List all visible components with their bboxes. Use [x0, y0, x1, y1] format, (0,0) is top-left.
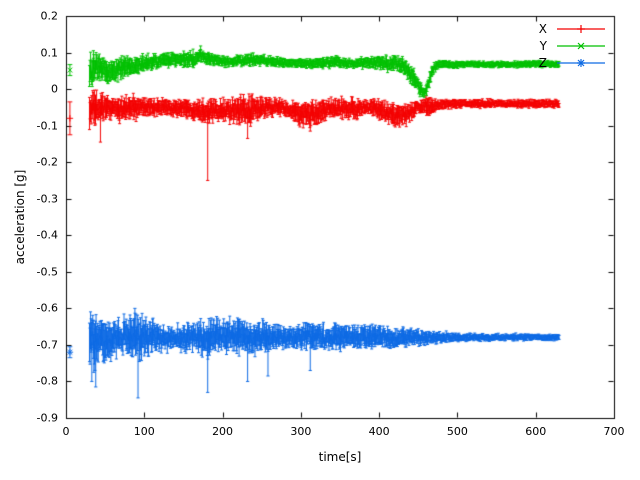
x-tick-label: 0: [62, 425, 70, 438]
legend-label: Y: [539, 39, 547, 53]
y-tick-label: -0.8: [36, 374, 58, 388]
x-tick-label: 700: [603, 425, 625, 438]
legend-label: Z: [538, 56, 547, 70]
legend-entry-z: Z: [539, 56, 606, 70]
legend-sample-star-icon: [557, 59, 605, 67]
y-tick-label: 0: [51, 82, 58, 96]
legend-sample-cross-icon: [557, 42, 605, 50]
legend-sample-plus-icon: [557, 25, 605, 33]
legend-entry-y: Y: [540, 39, 606, 53]
y-tick-label: -0.7: [36, 338, 58, 352]
y-axis-title: acceleration [g]: [13, 169, 27, 265]
y-tick-label: -0.2: [36, 155, 58, 169]
y-tick-label: -0.5: [36, 265, 58, 279]
x-tick-label: 200: [212, 425, 234, 438]
x-axis-title: time[s]: [318, 450, 362, 464]
x-tick-label: 300: [290, 425, 312, 438]
y-tick-label: -0.3: [36, 192, 58, 206]
y-tick-label: -0.1: [36, 119, 58, 133]
x-tick-label: 600: [525, 425, 547, 438]
x-tick-label: 100: [133, 425, 155, 438]
x-tick-label: 500: [446, 425, 468, 438]
y-tick-label: 0.1: [40, 46, 59, 60]
y-tick-label: -0.9: [36, 411, 58, 425]
x-tick-label: 400: [368, 425, 390, 438]
legend-entry-x: X: [539, 22, 606, 36]
y-tick-label: 0.2: [40, 9, 59, 23]
y-tick-label: -0.6: [36, 301, 58, 315]
y-tick-label: -0.4: [36, 228, 58, 242]
legend-label: X: [538, 22, 547, 36]
